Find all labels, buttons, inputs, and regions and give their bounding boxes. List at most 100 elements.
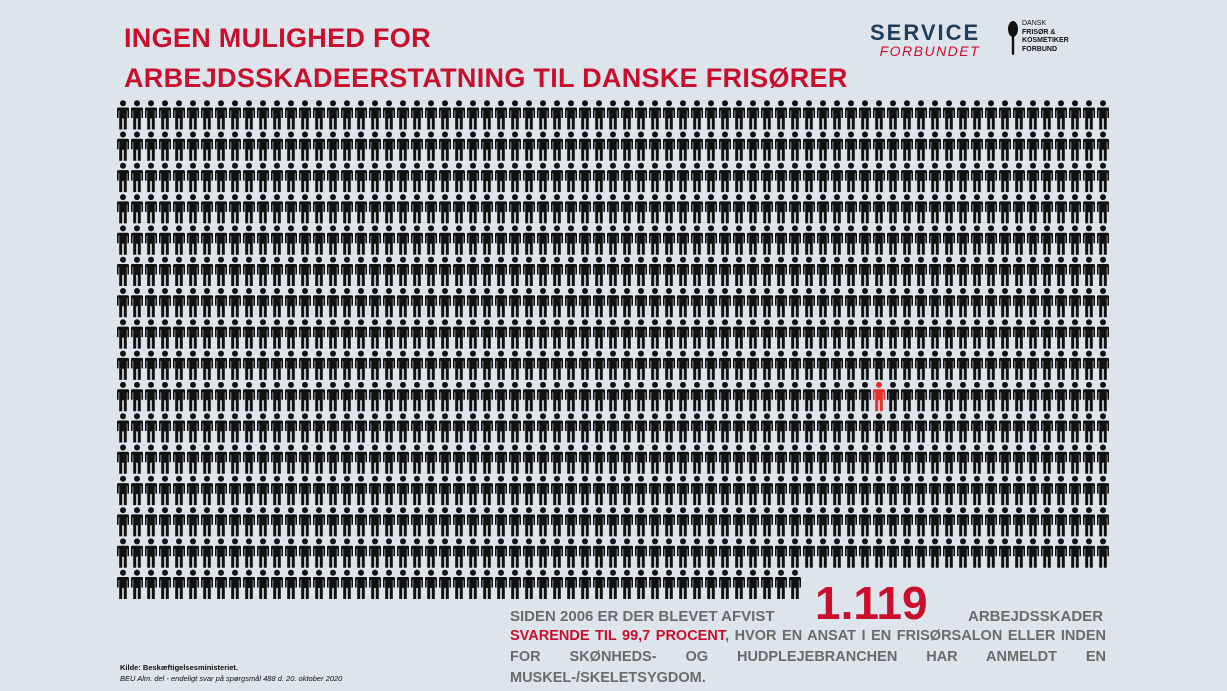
person-icon (705, 194, 717, 224)
person-icon (285, 131, 297, 161)
person-icon (845, 381, 857, 412)
person-icon (593, 350, 605, 380)
person-icon (411, 162, 423, 193)
person-icon (649, 444, 661, 474)
person-icon (481, 162, 493, 193)
person-icon (971, 444, 983, 474)
person-icon (299, 444, 311, 474)
person-icon (551, 444, 563, 474)
person-icon (999, 350, 1011, 380)
person-icon (201, 288, 213, 318)
person-icon (439, 444, 451, 474)
person-icon (187, 507, 199, 537)
person-icon (635, 288, 647, 318)
person-icon (229, 350, 241, 380)
logo-text: FORBUND (1022, 45, 1057, 53)
statement-body: SVARENDE TIL 99,7 PROCENT, HVOR EN ANSAT… (510, 626, 1106, 689)
person-icon (719, 131, 731, 161)
person-icon (131, 194, 143, 224)
person-icon (327, 538, 339, 568)
person-icon (495, 162, 507, 193)
person-icon (537, 350, 549, 380)
person-icon (803, 131, 815, 161)
person-icon (691, 319, 703, 349)
person-icon (341, 538, 353, 568)
person-icon (383, 569, 395, 599)
person-icon (439, 100, 451, 130)
person-icon (649, 413, 661, 443)
person-icon (663, 194, 675, 224)
person-icon (1013, 319, 1025, 349)
person-icon (285, 538, 297, 568)
person-icon (691, 131, 703, 161)
person-icon (1013, 475, 1025, 506)
person-icon (467, 413, 479, 443)
person-icon (551, 288, 563, 318)
person-icon (341, 413, 353, 443)
person-icon (467, 381, 479, 412)
person-icon (439, 381, 451, 412)
person-icon (131, 162, 143, 193)
person-icon (677, 100, 689, 130)
person-icon (159, 538, 171, 568)
person-icon (733, 194, 745, 224)
person-icon (1055, 256, 1067, 286)
person-icon (257, 381, 269, 412)
person-icon (425, 131, 437, 161)
person-icon (999, 381, 1011, 412)
person-icon (215, 256, 227, 286)
person-icon (411, 507, 423, 537)
person-icon (1041, 162, 1053, 193)
person-icon (187, 350, 199, 380)
person-icon (439, 413, 451, 443)
person-icon (369, 507, 381, 537)
person-icon (831, 381, 843, 412)
person-icon (1041, 538, 1053, 568)
person-icon (915, 319, 927, 349)
service-logo: SERVICE FORBUNDET (870, 22, 980, 59)
person-icon (467, 100, 479, 130)
person-icon (187, 475, 199, 506)
person-icon (621, 100, 633, 130)
person-icon (901, 444, 913, 474)
person-icon (355, 225, 367, 255)
person-icon (663, 507, 675, 537)
person-icon (117, 194, 129, 224)
person-icon (1013, 194, 1025, 224)
person-icon (299, 507, 311, 537)
person-icon (775, 162, 787, 193)
person-icon (859, 225, 871, 255)
person-icon (565, 100, 577, 130)
person-icon (915, 162, 927, 193)
person-icon (145, 475, 157, 506)
person-icon (495, 381, 507, 412)
person-icon (915, 225, 927, 255)
person-icon (355, 538, 367, 568)
person-icon (509, 475, 521, 506)
person-icon (117, 100, 129, 130)
person-icon (649, 507, 661, 537)
person-icon (789, 569, 801, 599)
person-icon (201, 444, 213, 474)
person-icon (383, 256, 395, 286)
person-icon (621, 413, 633, 443)
person-icon (285, 100, 297, 130)
person-icon (747, 162, 759, 193)
person-icon (593, 475, 605, 506)
person-icon (1013, 288, 1025, 318)
person-icon (985, 225, 997, 255)
person-icon (999, 444, 1011, 474)
person-icon (845, 350, 857, 380)
person-icon (957, 100, 969, 130)
person-icon (453, 162, 465, 193)
person-icon (453, 538, 465, 568)
person-icon (803, 413, 815, 443)
person-icon (327, 475, 339, 506)
person-icon (285, 319, 297, 349)
person-icon (509, 225, 521, 255)
person-icon (453, 288, 465, 318)
person-icon (467, 538, 479, 568)
person-icon (565, 350, 577, 380)
person-icon (1069, 319, 1081, 349)
person-icon (649, 225, 661, 255)
